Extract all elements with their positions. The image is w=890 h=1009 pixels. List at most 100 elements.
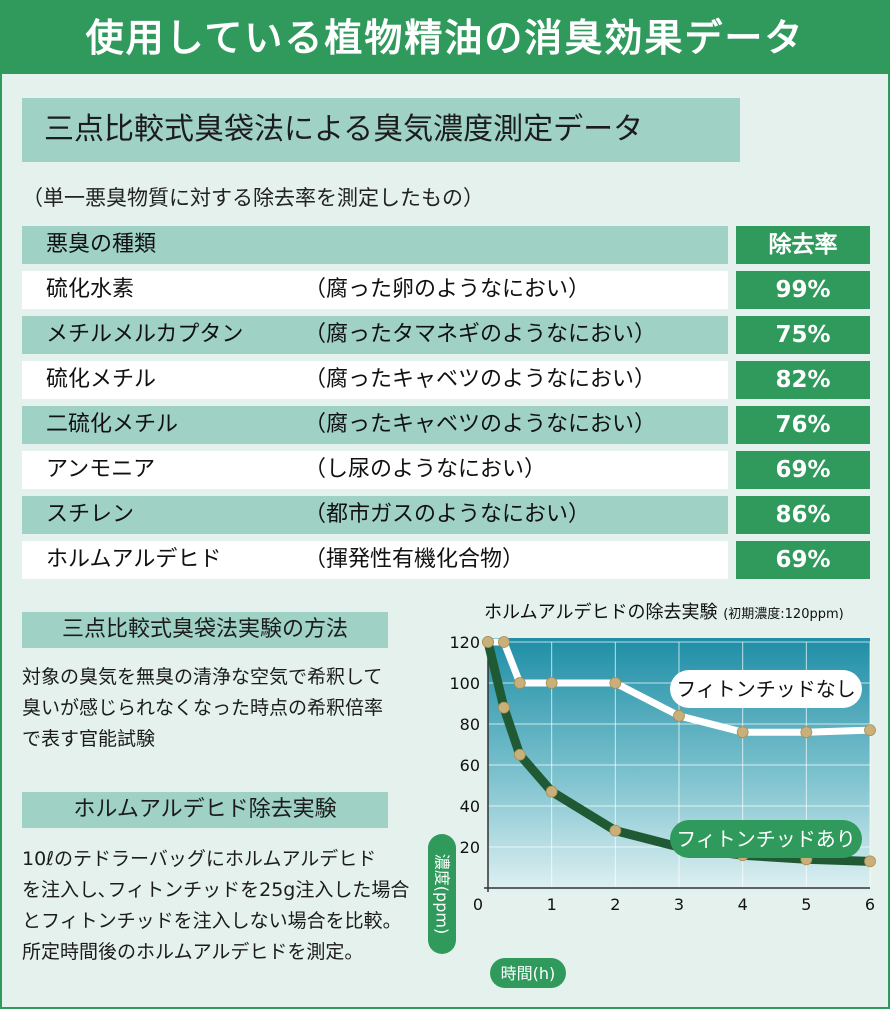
- table-row: 二硫化メチル （腐ったキャベツのようなにおい） 76%: [22, 406, 870, 444]
- odor-name: ホルムアルデヒド: [46, 547, 222, 572]
- data-point: [513, 677, 526, 689]
- removal-rate: 69%: [736, 451, 870, 489]
- odor-description: （都市ガスのようなにおい）: [304, 502, 591, 527]
- data-point: [673, 709, 685, 722]
- x-tick-label: 5: [801, 895, 811, 914]
- odor-description: （腐ったキャベツのようなにおい）: [304, 412, 657, 437]
- y-tick-label: 20: [460, 838, 480, 857]
- removal-rate-table: 悪臭の種類 除去率 硫化水素 （腐った卵のようなにおい） 99% メチルメルカプタ…: [22, 226, 870, 586]
- plot-background: [488, 638, 870, 894]
- table-row: ホルムアルデヒド （揮発性有機化合物） 69%: [22, 541, 870, 579]
- odor-name: 硫化水素: [46, 277, 135, 302]
- data-point: [736, 849, 749, 862]
- y-tick-label: 40: [460, 797, 480, 816]
- data-point: [800, 853, 813, 866]
- header-removal-rate: 除去率: [736, 226, 870, 264]
- data-point: [609, 824, 622, 837]
- data-point: [482, 636, 494, 648]
- data-point: [498, 636, 510, 648]
- table-row: 硫化水素 （腐った卵のようなにおい） 99%: [22, 271, 870, 309]
- y-tick-label: 60: [460, 756, 480, 775]
- series-line-without: [484, 638, 874, 736]
- series-label-bg: [670, 670, 862, 708]
- removal-rate: 75%: [736, 316, 870, 354]
- formaldehyde-text: 10ℓのテドラーバッグにホルムアルデヒド を注入し､フィトンチッドを25g注入し…: [22, 844, 409, 968]
- removal-rate: 82%: [736, 361, 870, 399]
- measurement-note: （単一悪臭物質に対する除去率を測定したもの）: [22, 186, 484, 210]
- table-row: 硫化メチル （腐ったキャベツのようなにおい） 82%: [22, 361, 870, 399]
- odor-description: （腐ったタマネギのようなにおい）: [304, 322, 657, 347]
- data-point: [482, 636, 494, 648]
- odor-description: （腐ったキャベツのようなにおい）: [304, 367, 657, 392]
- chart-series: [482, 636, 876, 868]
- formaldehyde-line: 10ℓのテドラーバッグにホルムアルデヒド: [22, 848, 377, 870]
- data-point: [864, 724, 876, 737]
- series-label-with: フィトンチッドあり: [670, 820, 862, 858]
- data-point: [545, 677, 558, 689]
- odor-description: （揮発性有機化合物）: [304, 547, 525, 572]
- header-odor-type: 悪臭の種類: [46, 232, 157, 257]
- formaldehyde-line: 所定時間後のホルムアルデヒドを測定。: [22, 941, 364, 963]
- y-tick-label: 120: [449, 633, 480, 652]
- data-point: [673, 841, 685, 853]
- y-axis-label: 濃度(ppm): [428, 834, 456, 954]
- removal-rate: 69%: [736, 541, 870, 579]
- y-axis-label-text: 濃度(ppm): [433, 854, 452, 934]
- x-axis-label-bg: [490, 958, 566, 988]
- series-label-text: フィトンチッドなし: [676, 677, 856, 701]
- x-tick-label: 3: [674, 895, 684, 914]
- odor-name: アンモニア: [46, 457, 156, 482]
- series-label-bg: [670, 820, 862, 858]
- odor-name: 硫化メチル: [46, 367, 157, 392]
- chart-grid: [488, 641, 871, 888]
- method-line: 対象の臭気を無臭の清浄な空気で希釈して: [22, 666, 383, 688]
- removal-rate: 76%: [736, 406, 870, 444]
- table-row: メチルメルカプタン （腐ったタマネギのようなにおい） 75%: [22, 316, 870, 354]
- table-header-row: 悪臭の種類 除去率: [22, 226, 870, 264]
- table-row: スチレン （都市ガスのようなにおい） 86%: [22, 496, 870, 534]
- odor-description: （し尿のようなにおい）: [304, 457, 547, 482]
- section-title: 三点比較式臭袋法による臭気濃度測定データ: [22, 98, 740, 162]
- chart-axes: [484, 638, 870, 892]
- formaldehyde-label: ホルムアルデヒド除去実験: [22, 792, 388, 828]
- data-point: [545, 785, 558, 798]
- table-row: アンモニア （し尿のようなにおい） 69%: [22, 451, 870, 489]
- x-tick-label: 4: [738, 895, 748, 914]
- x-axis-label: 時間(h): [490, 958, 566, 988]
- formaldehyde-line: とフィトンチッドを注入しない場合を比較。: [22, 910, 402, 932]
- y-axis-label-bg: [428, 834, 456, 954]
- odor-name: スチレン: [46, 502, 135, 527]
- x-tick-label: 2: [610, 895, 620, 914]
- odor-name: 二硫化メチル: [46, 412, 179, 437]
- data-point: [498, 701, 510, 714]
- series-label-without: フィトンチッドなし: [670, 670, 862, 708]
- series-label-text: フィトンチッドあり: [676, 827, 856, 851]
- data-point: [609, 677, 622, 689]
- chart-title-note: (初期濃度:120ppm): [723, 607, 844, 622]
- method-text: 対象の臭気を無臭の清浄な空気で希釈して 臭いが感じられなくなった時点の希釈倍率 …: [22, 662, 383, 755]
- data-point: [800, 726, 813, 739]
- x-tick-label: 1: [547, 895, 557, 914]
- chart-title: ホルムアルデヒドの除去実験: [484, 602, 718, 623]
- x-axis-label-text: 時間(h): [501, 964, 556, 983]
- odor-name: メチルメルカプタン: [46, 322, 244, 347]
- formaldehyde-line: を注入し､フィトンチッドを25g注入した場合: [22, 879, 410, 901]
- y-tick-label: 80: [460, 715, 480, 734]
- method-line: で表す官能試験: [22, 728, 156, 750]
- y-tick-label: 100: [449, 674, 480, 693]
- series-line-with: [483, 637, 875, 866]
- odor-description: （腐った卵のようなにおい）: [304, 277, 591, 302]
- chart-title-block: ホルムアルデヒドの除去実験 (初期濃度:120ppm): [484, 598, 844, 624]
- data-point: [864, 855, 876, 868]
- x-tick-label: 6: [865, 895, 875, 914]
- removal-rate: 99%: [736, 271, 870, 309]
- data-point: [513, 748, 526, 761]
- method-label: 三点比較式臭袋法実験の方法: [22, 612, 388, 648]
- chart-ticks: 20 40 60 80 100 120 0 1 2 3 4 5 6: [449, 633, 875, 914]
- page-title: 使用している植物精油の消臭効果データ: [2, 2, 888, 74]
- method-line: 臭いが感じられなくなった時点の希釈倍率: [22, 697, 384, 719]
- data-point: [736, 726, 749, 739]
- removal-rate: 86%: [736, 496, 870, 534]
- x-tick-label: 0: [473, 895, 483, 914]
